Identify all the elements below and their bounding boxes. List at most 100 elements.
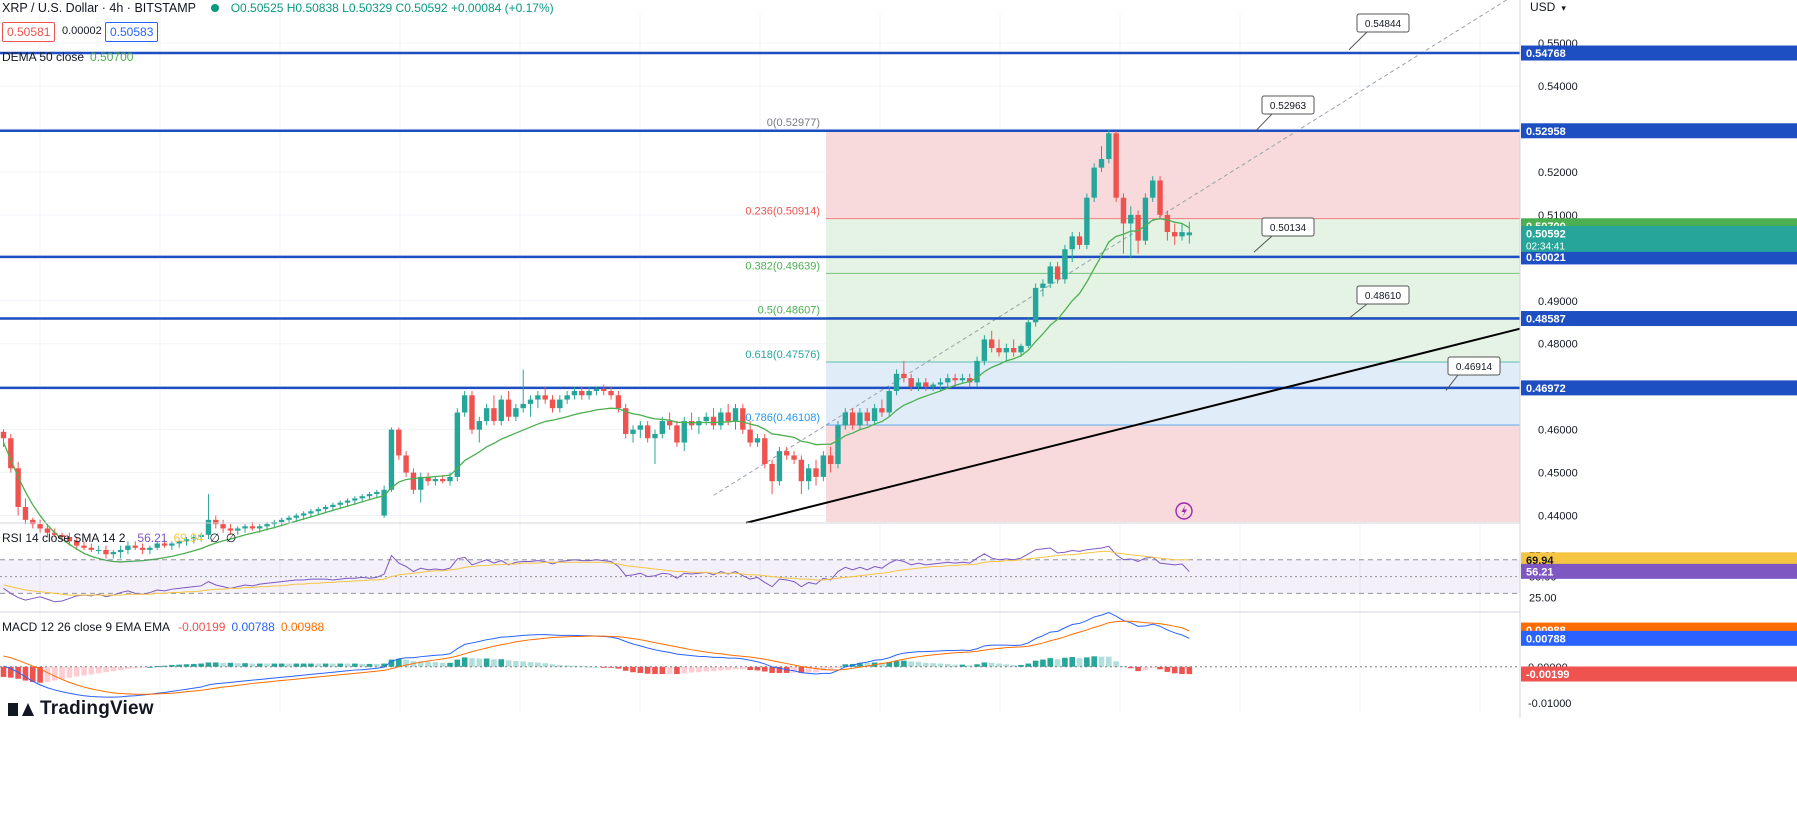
macd-histogram-bar [447, 662, 453, 667]
candle-body [886, 390, 892, 413]
price-tag-label: 0.48587 [1526, 314, 1566, 326]
macd-histogram-bar [879, 662, 885, 667]
price-tag [1521, 666, 1797, 682]
macd-histogram-bar [169, 665, 175, 667]
macd-histogram-bar [81, 666, 87, 676]
price-tag-label: 0.54768 [1526, 48, 1566, 60]
macd-histogram-bar [242, 663, 248, 667]
candle-body [242, 526, 248, 529]
candle-body [447, 476, 453, 482]
candle-body [535, 395, 541, 400]
candle-body [308, 511, 314, 514]
macd-histogram-bar [1186, 666, 1193, 675]
macd-histogram-bar [95, 666, 102, 674]
candle-body [952, 378, 958, 381]
macd-line-value: 0.00788 [231, 620, 275, 634]
brand-logo[interactable]: TradingView [8, 698, 154, 720]
candle-body [403, 455, 409, 473]
candle-body [469, 395, 475, 430]
candle-body [893, 373, 900, 391]
fib-zone [826, 218, 1520, 362]
macd-histogram-bar [747, 666, 753, 671]
rsi-legend[interactable]: RSI 14 close SMA 14 2 56.21 69.94 ∅ ∅ [2, 531, 242, 545]
macd-histogram-bar [154, 666, 161, 668]
candle-body [95, 549, 102, 551]
macd-histogram-bar [915, 661, 922, 667]
candle-body [476, 421, 482, 430]
candle-body [747, 429, 753, 443]
macd-legend[interactable]: MACD 12 26 close 9 EMA EMA -0.00199 0.0078… [2, 620, 330, 634]
price-tag-label: 0.50592 [1526, 228, 1566, 240]
buy-price-box[interactable]: 0.50583 [105, 22, 159, 42]
candle-body [147, 547, 153, 550]
macd-histogram-bar [110, 666, 117, 672]
brand-name: TradingView [40, 698, 154, 719]
macd-histogram-bar [476, 658, 483, 667]
candle-body [923, 382, 929, 387]
candle-body [1025, 322, 1031, 346]
callout-pointer [1255, 113, 1273, 131]
candle-body [44, 528, 51, 533]
macd-histogram-bar [842, 664, 849, 667]
price-tick-label: 0.54000 [1538, 81, 1578, 93]
candle-body [1076, 236, 1083, 245]
candle-body [974, 360, 980, 383]
candle-body [440, 479, 446, 482]
symbol-title[interactable]: XRP / U.S. Dollar · 4h · BITSTAMP [2, 1, 197, 15]
macd-histogram-bar [330, 663, 336, 667]
candle-body [418, 476, 424, 490]
candle-body [849, 412, 856, 426]
candle-body [1018, 345, 1024, 353]
price-tick-label: 0.52000 [1538, 167, 1578, 179]
macd-histogram-bar [234, 663, 241, 667]
macd-histogram-bar [395, 658, 402, 667]
candle-body [498, 399, 504, 422]
candle-body [381, 489, 387, 516]
macd-histogram-bar [73, 666, 80, 677]
candle-body [322, 506, 329, 510]
dema-legend[interactable]: DEMA 50 close 0.50700 [2, 50, 139, 64]
candle-body [227, 528, 234, 531]
macd-histogram-bar [66, 666, 73, 678]
price-tag-label: 0.50021 [1526, 252, 1566, 264]
macd-histogram-bar [498, 659, 505, 667]
macd-histogram-bar [44, 666, 51, 682]
candle-body [15, 468, 21, 507]
macd-histogram-bar [322, 663, 329, 667]
macd-histogram-bar [542, 663, 548, 667]
macd-label: MACD 12 26 close 9 EMA EMA [2, 620, 171, 634]
dema-50-line [2, 218, 1190, 563]
macd-signal-line [3, 620, 1190, 695]
callout-box [1356, 13, 1410, 33]
macd-histogram-bar [1054, 659, 1061, 667]
currency-selector[interactable]: USD ▾ [1530, 0, 1572, 14]
sell-price-box[interactable]: 0.50581 [2, 22, 56, 42]
macd-histogram-bar [557, 665, 563, 667]
fib-zone [826, 129, 1520, 219]
rsi-band-value-2: ∅ [225, 531, 237, 545]
macd-histogram-bar [944, 663, 951, 667]
macd-histogram-bar [37, 666, 43, 683]
candle-body [542, 395, 548, 400]
candle-body [681, 421, 687, 443]
macd-histogram-bar [1149, 666, 1156, 668]
price-axis: 0.550000.540000.530000.520000.510000.500… [1519, 0, 1797, 718]
candle-body [1128, 214, 1134, 224]
macd-histogram-bar [549, 664, 556, 667]
macd-histogram-bar [535, 662, 541, 667]
callout-label: 0.48610 [1365, 291, 1402, 302]
macd-histogram-bar [659, 666, 666, 675]
candle-body [1047, 266, 1053, 284]
macd-histogram-bar [703, 666, 710, 672]
macd-histogram-bar [674, 666, 680, 675]
macd-histogram-bar [344, 663, 351, 667]
macd-histogram-bar [761, 666, 768, 672]
candle-body [666, 421, 673, 426]
candle-body [718, 412, 724, 426]
macd-histogram-bar [1084, 657, 1090, 667]
ascending-trendline [745, 327, 1521, 524]
macd-histogram-bar [981, 662, 988, 667]
candle-body [791, 455, 797, 460]
macd-histogram-bar [264, 663, 270, 667]
